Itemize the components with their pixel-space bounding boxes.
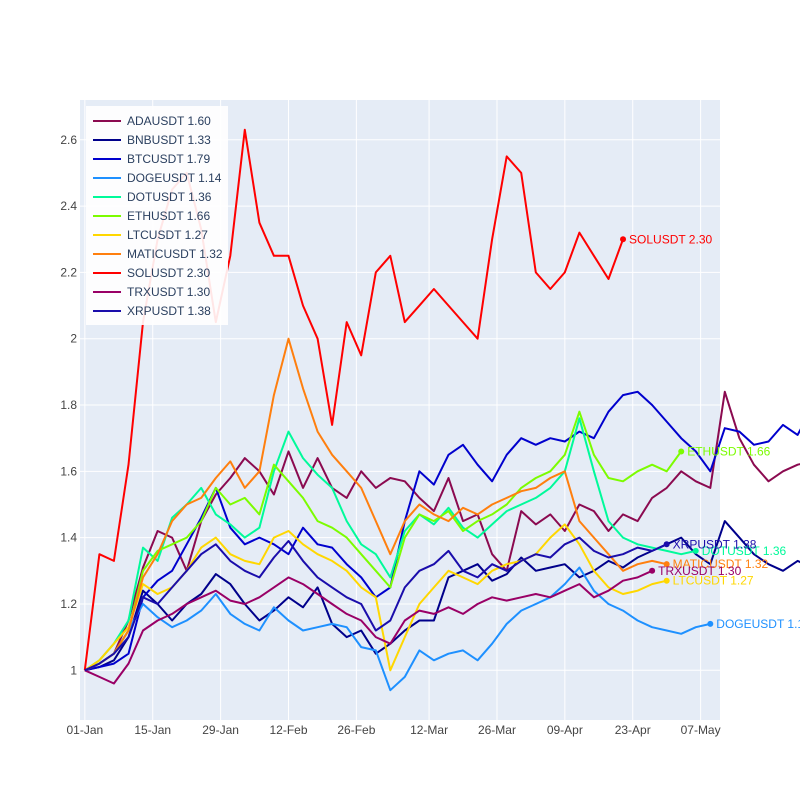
legend-item: SOLUSDT 2.30 — [127, 266, 210, 280]
y-tick-label: 1.2 — [60, 597, 77, 611]
series-line-trxusdt — [84, 569, 653, 685]
x-tick-label: 26-Mar — [478, 723, 516, 737]
series-end-label: DOGEUSDT 1.14 — [716, 617, 800, 631]
x-tick-label: 01-Jan — [66, 723, 103, 737]
x-tick-label: 26-Feb — [337, 723, 375, 737]
series-end-marker — [707, 620, 714, 627]
y-tick-label: 1 — [70, 663, 77, 677]
series-end-label: DOTUSDT 1.36 — [702, 544, 787, 558]
series-end-marker — [678, 448, 685, 455]
legend: ADAUSDT 1.60 BNBUSDT 1.33 BTCUSDT 1.79 DOGE… — [86, 106, 228, 325]
series-end-label: LTCUSDT 1.27 — [673, 574, 754, 588]
series-end-marker — [620, 236, 627, 243]
y-tick-label: 2.6 — [60, 133, 77, 147]
x-tick-label: 23-Apr — [615, 723, 651, 737]
legend-item: DOGEUSDT 1.14 — [127, 171, 222, 185]
legend-item: LTCUSDT 1.27 — [127, 228, 208, 242]
series-line-maticusdt — [84, 337, 667, 672]
series-end-marker — [692, 547, 699, 554]
legend-item: TRXUSDT 1.30 — [127, 285, 210, 299]
y-tick-label: 1.4 — [60, 531, 77, 545]
y-tick-label: 1.8 — [60, 398, 77, 412]
series-end-label: TRXUSDT 1.30 — [658, 564, 741, 578]
series-end-marker — [649, 567, 656, 574]
series-end-marker — [663, 577, 670, 584]
x-tick-label: 09-Apr — [547, 723, 583, 737]
x-tick-label: 07-May — [681, 723, 721, 737]
legend-item: XRPUSDT 1.38 — [127, 304, 211, 318]
series-end-label: MATICUSDT 1.32 — [673, 557, 769, 571]
series-line-xrpusdt — [84, 536, 668, 672]
x-tick-label: 15-Jan — [134, 723, 171, 737]
legend-item: MATICUSDT 1.32 — [127, 247, 223, 261]
series-end-marker — [663, 561, 670, 568]
series-line-ethusdt — [84, 410, 683, 672]
y-axis-ticks: 1 1.2 1.4 1.6 1.8 2 2.2 2.4 2.6 — [60, 133, 77, 677]
y-tick-label: 1.6 — [60, 464, 77, 478]
legend-item: ETHUSDT 1.66 — [127, 209, 210, 223]
series-end-label: SOLUSDT 2.30 — [629, 232, 712, 246]
y-tick-label: 2.2 — [60, 265, 77, 279]
x-axis-ticks: 01-Jan 15-Jan 29-Jan 12-Feb 26-Feb 12-Mar 26-M… — [66, 723, 720, 737]
legend-item: BTCUSDT 1.79 — [127, 152, 210, 166]
y-tick-label: 2.4 — [60, 199, 77, 213]
series-end-label: XRPUSDT 1.38 — [673, 537, 757, 551]
y-tick-label: 2 — [70, 332, 77, 346]
legend-item: DOTUSDT 1.36 — [127, 190, 212, 204]
x-tick-label: 12-Feb — [269, 723, 307, 737]
legend-item: BNBUSDT 1.33 — [127, 133, 211, 147]
x-tick-label: 29-Jan — [202, 723, 239, 737]
x-tick-label: 12-Mar — [410, 723, 448, 737]
series-end-label: ETHUSDT 1.66 — [687, 444, 770, 458]
legend-item: ADAUSDT 1.60 — [127, 114, 211, 128]
series-line-dogeusdt — [84, 566, 711, 692]
series-end-marker — [663, 541, 670, 548]
